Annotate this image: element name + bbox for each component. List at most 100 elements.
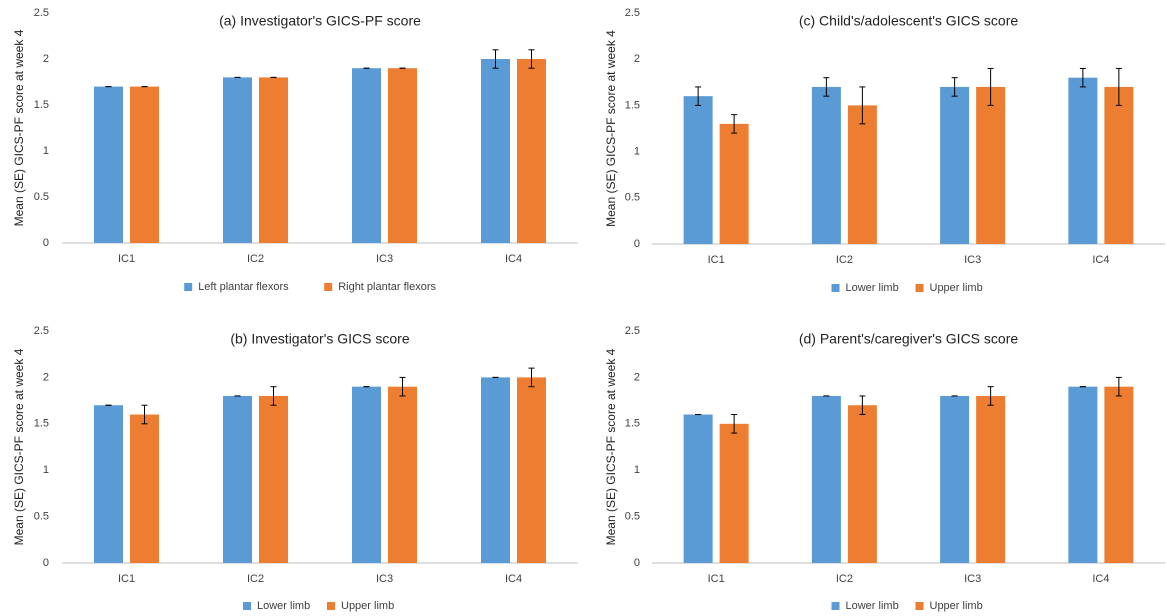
bar-series-1-ic1 <box>683 414 713 563</box>
y-axis-label: Mean (SE) GICS-PF score at week 4 <box>604 30 618 227</box>
chart-panel-1: (a) Investigator's GICS-PF score Mean (SE… <box>12 7 578 293</box>
y-tick-label: 0 <box>43 237 49 249</box>
error-bar <box>951 77 958 97</box>
x-tick-label: IC4 <box>505 573 522 585</box>
x-tick-label: IC4 <box>1092 254 1109 266</box>
bar-series-1-ic1 <box>94 86 123 243</box>
bar-series-1-ic4 <box>1068 77 1098 245</box>
x-tick-label: IC1 <box>708 254 725 266</box>
y-tick-label: 2 <box>43 371 49 383</box>
error-bar <box>731 414 738 434</box>
legend-label: Upper limb <box>930 282 983 294</box>
error-bar <box>823 77 830 97</box>
x-tick-label: IC2 <box>836 573 853 585</box>
y-tick-label: 0 <box>43 557 49 569</box>
y-axis-label: Mean (SE) GICS-PF score at week 4 <box>604 348 618 545</box>
y-axis-label: Mean (SE) GICS-PF score at week 4 <box>12 348 26 545</box>
error-bar <box>528 49 535 69</box>
legend-label: Lower limb <box>846 282 899 294</box>
bar-series-2-ic3 <box>388 386 417 563</box>
y-tick-label: 0.5 <box>34 511 49 523</box>
chart-panel-4: (d) Parent's/caregiver's GICS score Mean … <box>604 325 1165 612</box>
bar-series-2-ic3 <box>388 68 417 243</box>
y-tick-label: 1 <box>43 145 49 157</box>
bar-series-1-ic3 <box>352 68 381 243</box>
legend-label: Right plantar flexors <box>338 281 436 293</box>
x-tick-label: IC1 <box>708 573 725 585</box>
y-tick-label: 0 <box>634 238 640 250</box>
y-tick-label: 0 <box>634 557 640 569</box>
chart-title: (d) Parent's/caregiver's GICS score <box>799 331 1019 347</box>
bar-series-2-ic4 <box>517 377 546 563</box>
bar-series-2-ic3 <box>976 86 1006 244</box>
chart-title: (c) Child's/adolescent's GICS score <box>799 13 1019 29</box>
legend-swatch <box>831 602 840 610</box>
y-tick-label: 2.5 <box>34 7 49 19</box>
bar-series-2-ic3 <box>976 395 1006 563</box>
x-tick-label: IC2 <box>247 573 264 585</box>
error-bar <box>859 86 866 125</box>
legend-swatch <box>831 284 840 292</box>
x-tick-label: IC1 <box>118 573 135 585</box>
x-tick-label: IC2 <box>247 253 264 265</box>
legend-label: Lower limb <box>846 600 899 612</box>
bar-series-2-ic2 <box>259 77 288 244</box>
bar-series-1-ic2 <box>811 395 841 563</box>
bar-series-1-ic4 <box>481 377 510 563</box>
y-axis-label: Mean (SE) GICS-PF score at week 4 <box>12 29 26 226</box>
y-tick-label: 0.5 <box>625 192 640 204</box>
bar-series-1-ic4 <box>1068 386 1098 563</box>
bar-series-1-ic4 <box>481 59 510 243</box>
error-bar <box>1079 67 1086 88</box>
y-tick-label: 1.5 <box>625 418 640 430</box>
bar-series-1-ic3 <box>940 395 970 563</box>
legend: Lower limb Upper limb <box>831 282 983 294</box>
error-bar <box>1115 376 1122 397</box>
bar-series-1-ic2 <box>223 395 252 563</box>
legend-label: Upper limb <box>341 600 394 612</box>
y-tick-label: 2.5 <box>34 325 49 337</box>
y-tick-label: 2 <box>634 371 640 383</box>
error-bar <box>528 367 535 388</box>
bar-series-1-ic3 <box>352 386 381 563</box>
legend: Lower limb Upper limb <box>831 600 983 612</box>
bar-series-1-ic3 <box>940 86 970 244</box>
y-tick-label: 1.5 <box>34 99 49 111</box>
y-tick-label: 0.5 <box>625 511 640 523</box>
x-tick-label: IC4 <box>505 253 522 265</box>
legend-swatch <box>915 602 924 610</box>
legend-label: Upper limb <box>930 600 983 612</box>
error-bar <box>1115 67 1122 106</box>
chart-title: (a) Investigator's GICS-PF score <box>219 13 421 29</box>
y-tick-label: 1 <box>634 464 640 476</box>
legend-swatch <box>243 602 251 610</box>
error-bar <box>695 86 702 106</box>
bar-series-2-ic2 <box>847 105 877 245</box>
y-tick-label: 1 <box>634 146 640 158</box>
x-tick-label: IC2 <box>836 254 853 266</box>
bar-series-2-ic1 <box>130 86 159 243</box>
bar-series-1-ic2 <box>811 86 841 244</box>
legend-label: Lower limb <box>257 600 310 612</box>
bar-series-2-ic2 <box>259 395 288 563</box>
bar-series-2-ic1 <box>719 423 749 563</box>
error-bar <box>731 114 738 134</box>
bar-series-2-ic4 <box>1104 386 1134 563</box>
y-tick-label: 1.5 <box>625 99 640 111</box>
y-tick-label: 0.5 <box>34 191 49 203</box>
legend-swatch <box>184 283 193 291</box>
y-tick-label: 2.5 <box>625 325 640 337</box>
error-bar <box>859 395 866 416</box>
chart-title: (b) Investigator's GICS score <box>230 331 410 347</box>
x-tick-label: IC1 <box>118 253 135 265</box>
bar-series-1-ic2 <box>223 77 252 244</box>
legend-label: Left plantar flexors <box>198 281 289 293</box>
bar-series-2-ic1 <box>719 123 749 244</box>
x-tick-label: IC3 <box>964 573 981 585</box>
x-tick-label: IC3 <box>376 573 393 585</box>
y-tick-label: 2.5 <box>625 7 640 19</box>
error-bar <box>141 404 148 425</box>
y-tick-label: 1.5 <box>34 418 49 430</box>
bar-series-2-ic4 <box>1104 86 1134 244</box>
